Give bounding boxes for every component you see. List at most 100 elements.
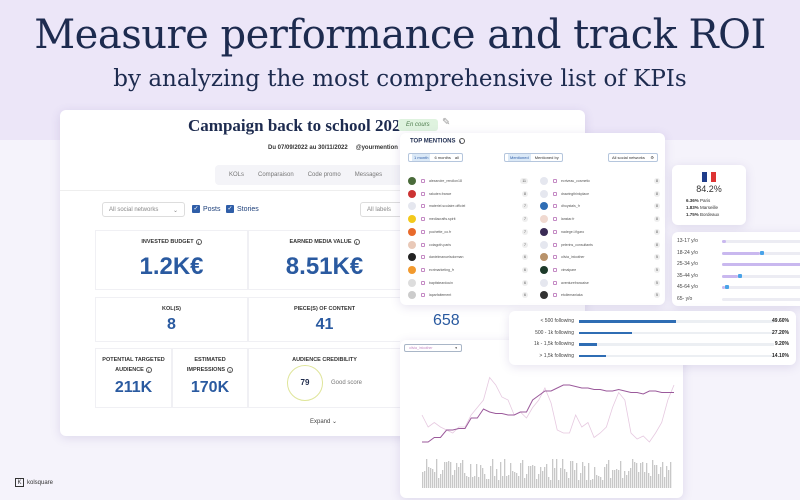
- volume-bar: [652, 460, 654, 488]
- info-icon[interactable]: i: [145, 366, 152, 373]
- volume-bar: [452, 475, 454, 488]
- stories-checkbox[interactable]: ✓ Stories: [226, 205, 259, 213]
- age-label: 45-64 y/o: [677, 284, 698, 290]
- volume-bar: [480, 465, 482, 488]
- list-item[interactable]: ecrimarketing_fr 6: [408, 265, 528, 275]
- info-icon[interactable]: i: [353, 238, 360, 245]
- list-item[interactable]: nadege.l.figaro 8: [540, 227, 660, 237]
- volume-bar: [670, 462, 672, 488]
- list-item[interactable]: etoilemaniaka 5: [540, 290, 660, 300]
- mode-mentioned-by[interactable]: Mentioned by: [534, 155, 559, 160]
- main-series-line: [422, 384, 674, 443]
- expand-label: Expand: [310, 419, 331, 425]
- instagram-icon: [553, 293, 557, 298]
- instagram-icon: [421, 191, 425, 196]
- mention-name: danielmanuelsdorman: [429, 255, 464, 260]
- posts-checkbox[interactable]: ✓ Posts: [192, 205, 221, 213]
- list-item[interactable]: aventurefrancaise 5: [540, 278, 660, 288]
- stories-label: Stories: [237, 205, 259, 213]
- period-toggle: 1 month 6 months all: [408, 153, 463, 162]
- volume-bar: [498, 480, 500, 488]
- instagram-icon: [421, 204, 425, 209]
- following-label: 1k - 1,5k following: [533, 341, 574, 347]
- tab-code-promo[interactable]: Code promo: [307, 172, 341, 178]
- following-row: 500 - 1k following 27.20%: [509, 328, 796, 338]
- age-bar: [722, 285, 800, 289]
- list-item[interactable]: drawingthinkplace 8: [540, 189, 660, 199]
- volume-bar: [598, 476, 600, 488]
- mention-count: 11: [520, 178, 528, 184]
- list-item[interactable]: cotagoth.paris 7: [408, 240, 528, 250]
- following-bar-fill: [579, 343, 597, 346]
- volume-bar: [602, 480, 604, 488]
- tab-messages[interactable]: Messages: [354, 172, 383, 178]
- info-icon[interactable]: i: [195, 238, 202, 245]
- network-select[interactable]: All social networks ⌄: [102, 202, 185, 217]
- list-item[interactable]: laparfaitement 6: [408, 290, 528, 300]
- list-item[interactable]: rakuten.france 8: [408, 189, 528, 199]
- mention-name: vimalpare: [561, 267, 577, 272]
- mention-name: nadege.l.figaro: [561, 229, 585, 234]
- kpi-value: 8.51K€: [285, 253, 364, 280]
- volume-bar: [434, 472, 436, 488]
- list-item[interactable]: mediacrafts.spirit 7: [408, 214, 528, 224]
- partial-kpi-card: 658: [400, 300, 515, 345]
- chevron-down-icon: ⌄: [172, 208, 178, 214]
- list-item[interactable]: baptisteardouin 6: [408, 278, 528, 288]
- instagram-icon: [553, 191, 557, 196]
- volume-bar: [568, 478, 570, 488]
- avatar: [408, 291, 416, 300]
- list-item[interactable]: materiel.scolaire.officiel 7: [408, 201, 528, 211]
- age-bar-fill: [722, 263, 800, 266]
- volume-bar: [536, 479, 538, 488]
- list-item[interactable]: pochette_co.fr 7: [408, 227, 528, 237]
- tab-kols[interactable]: KOLs: [229, 172, 245, 178]
- volume-bar: [436, 459, 438, 488]
- volume-bar: [632, 459, 634, 488]
- city-name: Bordeaux: [700, 212, 720, 217]
- period-all[interactable]: all: [454, 155, 459, 160]
- list-item[interactable]: lanstar.fr 8: [540, 214, 660, 224]
- list-item[interactable]: ecriveau_cosmetic 8: [540, 176, 660, 186]
- info-icon[interactable]: i: [459, 138, 466, 144]
- info-icon[interactable]: i: [227, 366, 234, 373]
- volume-bar: [524, 478, 526, 488]
- list-item[interactable]: alexandre_rendlon18 11: [408, 176, 528, 186]
- list-item[interactable]: olivia_intoother 5: [540, 252, 660, 262]
- city-name: Paris: [700, 198, 711, 203]
- list-item[interactable]: vimalpare 5: [540, 265, 660, 275]
- volume-bar: [468, 477, 470, 488]
- volume-bar: [454, 470, 456, 488]
- account-select[interactable]: olivia_intoother ▾: [404, 344, 462, 352]
- volume-bar: [472, 477, 474, 488]
- tab-comparaison[interactable]: Comparaison: [258, 172, 294, 178]
- france-flag-icon: [702, 172, 717, 182]
- expand-button[interactable]: Expand ⌄: [310, 419, 338, 425]
- mention-count: 7: [522, 203, 528, 210]
- mode-mentioned[interactable]: Mentioned: [508, 154, 531, 161]
- volume-bar: [622, 478, 624, 488]
- volume-bar: [648, 473, 650, 488]
- posts-label: Posts: [203, 205, 221, 213]
- volume-bar: [470, 464, 472, 488]
- volume-bar: [548, 477, 550, 488]
- list-item[interactable]: dhoystals_fr 8: [540, 201, 660, 211]
- instagram-icon: [553, 280, 557, 285]
- volume-bar: [440, 474, 442, 488]
- following-bar: [579, 343, 774, 346]
- list-item[interactable]: pelerins_consultants 8: [540, 240, 660, 250]
- volume-bar: [566, 472, 568, 488]
- period-6-months[interactable]: 6 months: [434, 155, 451, 160]
- credibility-note: Good score: [331, 380, 363, 386]
- headline: Measure performance and track ROI: [34, 12, 766, 58]
- volume-bar: [552, 459, 554, 488]
- volume-bar: [516, 473, 518, 488]
- city-row: 1.75% Bordeaux: [672, 211, 746, 218]
- list-item[interactable]: danielmanuelsdorman 6: [408, 252, 528, 262]
- volume-bar: [432, 469, 434, 488]
- network-select[interactable]: All social networks ⚙: [608, 153, 658, 162]
- volume-bar: [636, 463, 638, 488]
- edit-pencil-icon[interactable]: ✎: [442, 117, 451, 128]
- age-label: 35-44 y/o: [677, 272, 698, 279]
- period-1-month[interactable]: 1 month: [412, 154, 431, 161]
